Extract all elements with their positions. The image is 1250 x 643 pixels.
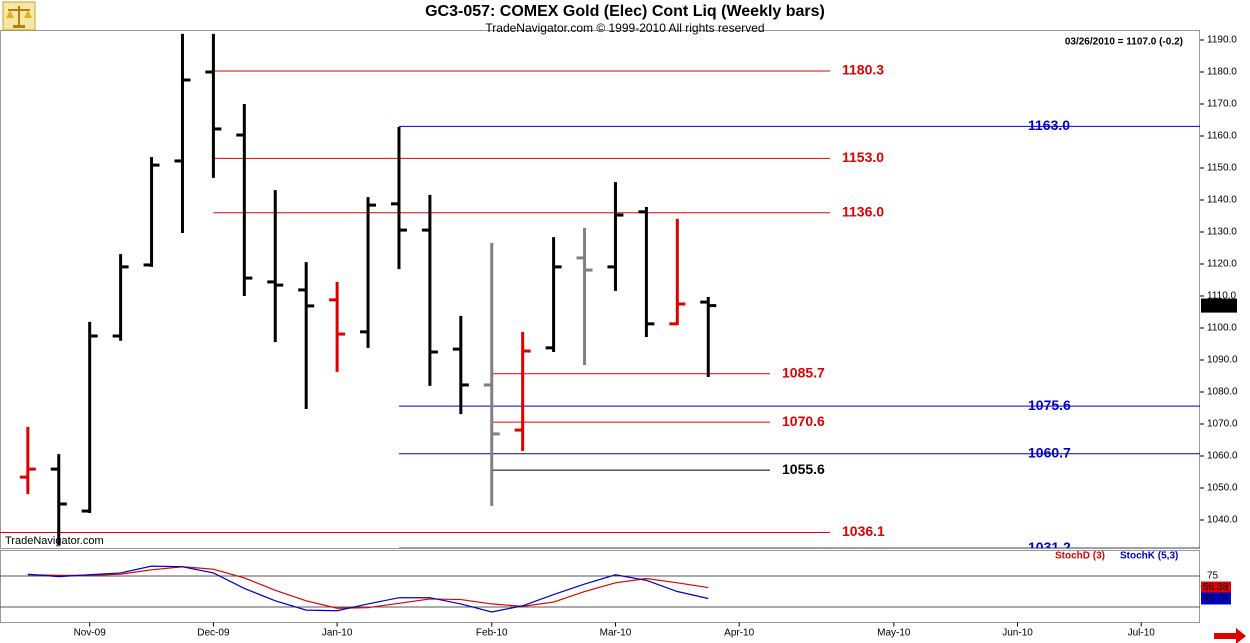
- level-label: 1060.7: [1028, 444, 1071, 460]
- y-tick-label: 1060.0: [1207, 451, 1238, 462]
- legend-entry: StochK (5,3): [1120, 551, 1178, 562]
- level-label: 1085.7: [782, 364, 825, 380]
- last-price-label: 1107.0: [1203, 300, 1233, 311]
- scroll-arrow[interactable]: [1214, 628, 1246, 643]
- x-tick-label: Jul-10: [1128, 628, 1156, 639]
- price-frame: [0, 30, 1200, 549]
- y-tick-label: 1180.0: [1207, 67, 1237, 78]
- level-label: 1163.0: [1028, 117, 1070, 133]
- price-plot: 1180.3 1163.0 1153.0 1136.0 1085.7 1075.6 1070…: [0, 33, 1200, 555]
- y-tick-label: 1090.0: [1207, 355, 1238, 366]
- stoch-frame: [0, 550, 1200, 623]
- last-price-box: [1201, 298, 1237, 313]
- level-label: 1136.0: [842, 204, 884, 220]
- x-tick-label: May-10: [877, 628, 911, 639]
- y-tick-label: 1040.0: [1207, 515, 1238, 526]
- legend-entry: StochD (3): [1055, 551, 1105, 562]
- level-label: 1070.6: [782, 413, 825, 429]
- last-value-box: [1201, 592, 1231, 605]
- y-tick-label: 1160.0: [1207, 131, 1237, 142]
- stoch-plot: [0, 565, 1200, 613]
- y-tick-label: 1140.0: [1207, 195, 1237, 206]
- y-tick-label: 75: [1207, 571, 1219, 582]
- y-tick-label: 1150.0: [1207, 163, 1237, 174]
- chart-title: GC3-057: COMEX Gold (Elec) Cont Liq (Wee…: [425, 3, 825, 20]
- level-label: 1036.1: [842, 523, 885, 539]
- y-tick-label: 1120.0: [1207, 259, 1237, 270]
- x-tick-label: Jun-10: [1002, 628, 1033, 639]
- level-label: 1031.2: [1028, 539, 1071, 555]
- last-value-box: [1201, 581, 1231, 594]
- x-tick-label: Jan-10: [322, 628, 353, 639]
- x-tick-label: Dec-09: [197, 628, 230, 639]
- level-label: 1180.3: [842, 62, 884, 78]
- y-tick-label: 1130.0: [1207, 227, 1237, 238]
- last-value-label: 38.76: [1203, 593, 1228, 604]
- watermark: TradeNavigator.com: [5, 535, 104, 547]
- level-label: 1055.6: [782, 461, 825, 477]
- y-tick-label: 1100.0: [1207, 323, 1237, 334]
- y-tick-label: 1080.0: [1207, 387, 1238, 398]
- level-label: 1153.0: [842, 149, 884, 165]
- level-label: 1075.6: [1028, 397, 1071, 413]
- last-quote-note: 03/26/2010 = 1107.0 (-0.2): [1065, 37, 1183, 48]
- stoch-line: [27, 565, 709, 613]
- logo-icon: [2, 1, 36, 31]
- x-tick-label: Apr-10: [724, 628, 754, 639]
- y-tick-label: 1190.0: [1207, 35, 1237, 46]
- x-tick-label: Feb-10: [476, 628, 508, 639]
- y-tick-label: 1070.0: [1207, 419, 1238, 430]
- x-tick-label: Nov-09: [74, 628, 107, 639]
- y-tick-label: 1170.0: [1207, 99, 1237, 110]
- last-value-label: 56.38: [1203, 582, 1228, 593]
- x-tick-label: Mar-10: [600, 628, 632, 639]
- chart-subtitle: TradeNavigator.com © 1999-2010 All right…: [485, 21, 764, 35]
- y-tick-label: 1110.0: [1207, 291, 1237, 302]
- y-tick-label: 1050.0: [1207, 483, 1238, 494]
- stoch-line: [27, 566, 709, 609]
